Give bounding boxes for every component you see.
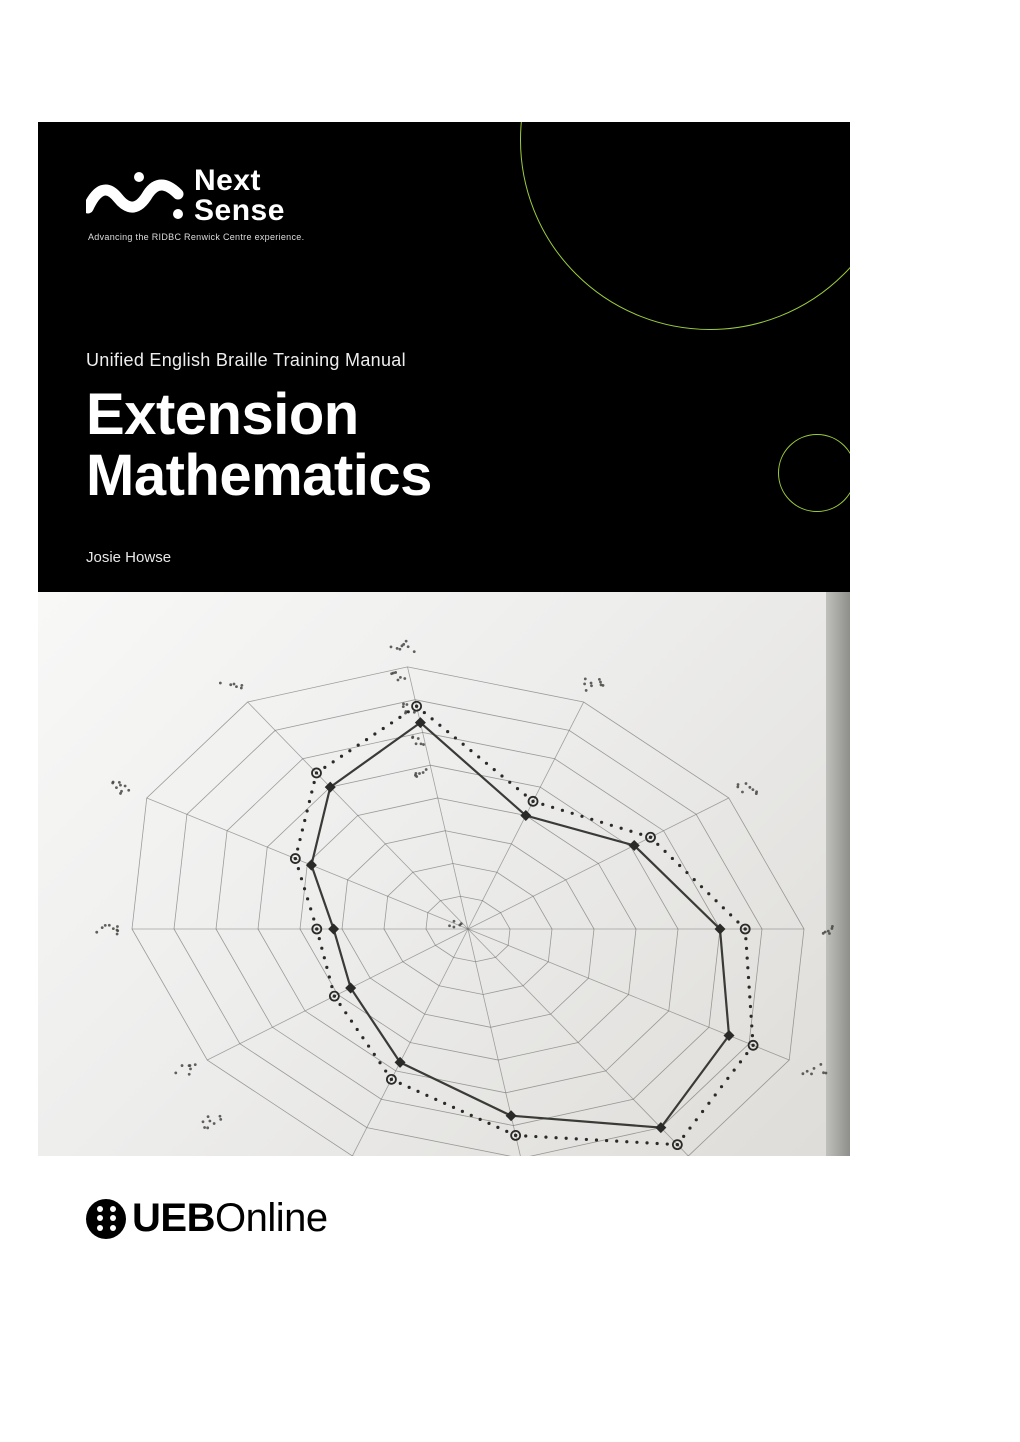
logo-line-1: Next	[194, 166, 285, 196]
nextsense-logo-text: Next Sense	[194, 166, 285, 226]
document-author: Josie Howse	[86, 549, 802, 566]
document-title: Extension Mathematics	[86, 385, 802, 507]
braille-cell-icon	[86, 1199, 126, 1239]
document-subtitle: Unified English Braille Training Manual	[86, 350, 802, 371]
uebonline-text: UEBOnline	[132, 1196, 328, 1241]
tactile-radar-photo	[38, 592, 850, 1156]
ueb-bold: UEB	[132, 1196, 215, 1240]
radar-chart	[38, 592, 850, 1156]
ueb-light: Online	[215, 1196, 328, 1240]
document-cover: Next Sense Advancing the RIDBC Renwick C…	[38, 122, 850, 1241]
logo-line-2: Sense	[194, 196, 285, 226]
uebonline-logo: UEBOnline	[86, 1196, 850, 1241]
decorative-circle-large	[520, 122, 850, 330]
nextsense-wave-icon	[86, 170, 184, 222]
title-line-2: Mathematics	[86, 443, 432, 508]
title-line-1: Extension	[86, 382, 359, 447]
hero-panel: Next Sense Advancing the RIDBC Renwick C…	[38, 122, 850, 592]
decorative-circle-small	[778, 434, 850, 512]
